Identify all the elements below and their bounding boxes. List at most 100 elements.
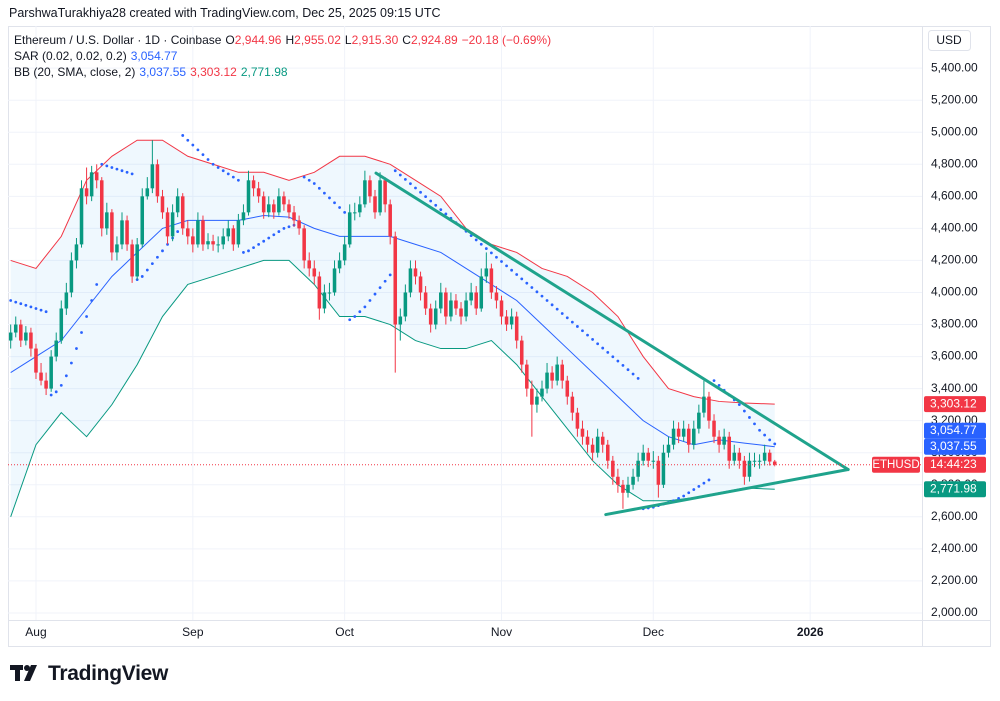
sar-dot — [687, 491, 691, 495]
candle-body — [727, 436, 731, 461]
y-tick-label: 4,600.00 — [931, 189, 978, 203]
candle-body — [13, 324, 18, 333]
sar-dot — [530, 286, 534, 289]
sar-dot — [140, 275, 144, 278]
candle-body — [565, 380, 570, 397]
candle-body — [155, 164, 160, 197]
candle-body — [24, 332, 28, 341]
sar-dot — [358, 310, 362, 314]
candle-body — [433, 308, 438, 325]
sar-dot — [176, 230, 180, 233]
candle-body — [49, 356, 53, 389]
candle-body — [170, 212, 175, 237]
y-tick-label: 5,200.00 — [931, 92, 978, 106]
candle-body — [110, 212, 114, 253]
sar-dot — [348, 318, 352, 322]
candle-body — [54, 340, 58, 357]
candle-body — [216, 244, 220, 246]
sar-dot — [262, 239, 266, 243]
candle-body — [469, 292, 473, 301]
ohlc-key: H — [285, 33, 295, 47]
sar-dot — [14, 300, 18, 304]
candle-body — [692, 428, 696, 445]
candle-body — [246, 180, 251, 213]
candle-body — [29, 332, 33, 349]
candle-body — [413, 268, 418, 277]
plot — [8, 134, 922, 517]
y-tick-label: 4,800.00 — [931, 156, 978, 170]
ohlc-value: 2,944.96 — [234, 33, 282, 47]
candle-body — [277, 196, 281, 213]
price-label-box — [924, 422, 986, 439]
sar-dot — [9, 299, 13, 302]
indicator-value: 3,303.12 — [190, 65, 237, 79]
logo — [10, 665, 37, 681]
candle-body — [130, 244, 134, 277]
candle-body — [261, 196, 266, 213]
candle-body — [464, 300, 468, 317]
candle-body — [19, 324, 23, 341]
sar-dot — [505, 264, 508, 268]
candle-body — [499, 300, 504, 317]
candle-body — [489, 268, 494, 293]
ohlc-key: L — [344, 33, 352, 47]
candle-body — [757, 460, 762, 462]
candle-body — [317, 276, 322, 309]
candle-body — [616, 476, 620, 485]
indicator-value: 2,771.98 — [240, 65, 288, 79]
candle-body — [312, 268, 317, 277]
sar-dot — [525, 281, 529, 285]
candle-body — [722, 436, 726, 445]
candle-body — [676, 428, 681, 437]
y-tick-label: 3,600.00 — [931, 349, 978, 363]
sar-dot — [626, 368, 630, 372]
sar-dot — [606, 351, 610, 354]
candle-body — [352, 212, 357, 214]
candle-body — [160, 196, 165, 213]
candle-body — [631, 476, 635, 485]
sar-dot — [429, 199, 433, 203]
x-tick-label: Oct — [335, 625, 354, 639]
candle-body — [302, 228, 306, 261]
y-tick-label: 2,600.00 — [931, 509, 978, 523]
sar-dot — [307, 178, 311, 182]
candle-body — [459, 308, 463, 317]
sar-dot — [409, 182, 412, 186]
sar-dot — [677, 496, 681, 500]
candle-body — [697, 412, 701, 429]
candle-body — [732, 452, 737, 461]
sar-dot — [34, 307, 38, 310]
x-tick-label: Nov — [491, 625, 512, 639]
price-label: 3,054.77 — [930, 423, 977, 437]
candle-body — [555, 364, 559, 381]
sar-dot — [49, 393, 53, 397]
candle-body — [767, 452, 772, 462]
sar-dot — [231, 175, 235, 179]
y-tick-label: 4,000.00 — [931, 285, 978, 299]
sar-dot — [419, 190, 422, 194]
sar-dot — [333, 201, 336, 205]
candle-body — [201, 220, 205, 245]
candle-body — [418, 276, 423, 293]
sar-dot — [773, 442, 777, 446]
candle-body — [125, 220, 129, 245]
candle-body — [241, 212, 246, 221]
sar-dot — [247, 249, 250, 253]
candle-body — [272, 204, 276, 213]
candle-body — [611, 460, 615, 477]
candle-body — [363, 180, 367, 205]
y-tick-label: 4,400.00 — [931, 221, 978, 235]
currency-box[interactable] — [928, 30, 971, 51]
sar-dot — [64, 374, 68, 378]
candle-body — [398, 316, 403, 325]
sar-dot — [474, 238, 478, 242]
price-label-box — [924, 438, 986, 455]
sar-dot — [226, 172, 230, 176]
sar-dot — [479, 242, 483, 246]
candle-body — [712, 420, 716, 437]
sar-dot — [565, 316, 569, 320]
sar-dot — [753, 422, 756, 426]
sar-dot — [444, 212, 448, 216]
sar-dot — [555, 307, 559, 311]
ohlc-value: 2,924.89 — [410, 33, 458, 47]
